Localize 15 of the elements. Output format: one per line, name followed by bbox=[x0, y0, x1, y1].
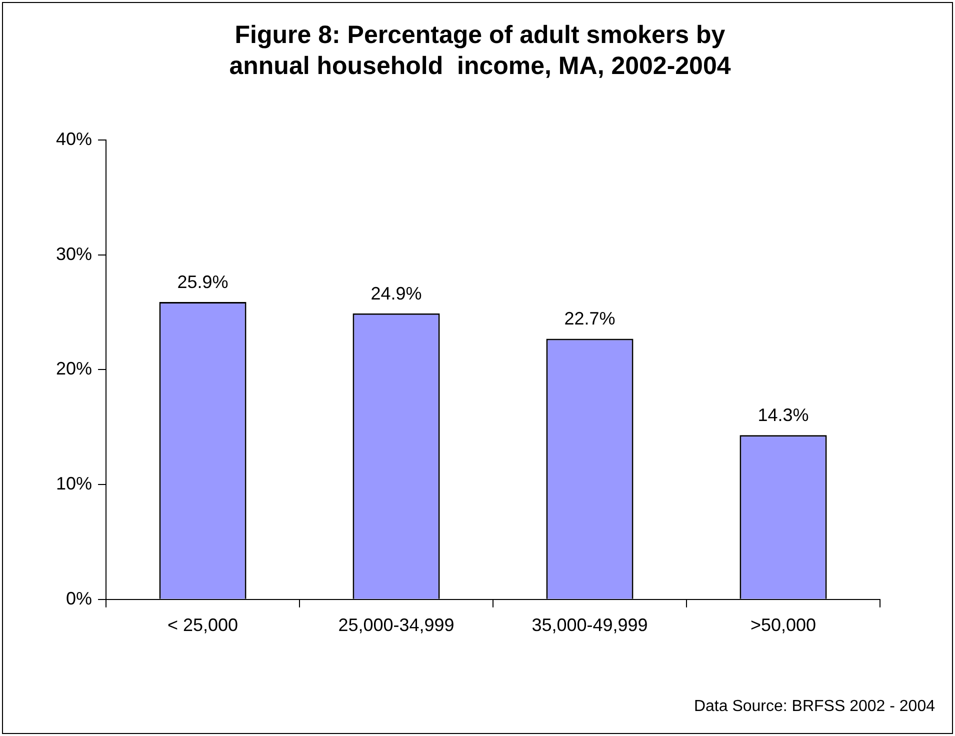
data-label: 14.3% bbox=[758, 405, 809, 426]
y-tick-label: 20% bbox=[56, 358, 92, 379]
y-tick-label: 0% bbox=[66, 588, 92, 608]
y-tick-label: 40% bbox=[56, 128, 92, 149]
data-label: 22.7% bbox=[564, 308, 616, 329]
y-tick-label: 10% bbox=[56, 474, 92, 494]
data-label: 25.9% bbox=[177, 272, 228, 292]
x-tick-label: 35,000-49,999 bbox=[532, 615, 648, 636]
x-tick-label: 25,000-34,999 bbox=[338, 615, 454, 636]
x-tick-label: >50,000 bbox=[750, 615, 816, 636]
y-tick-label: 30% bbox=[56, 244, 92, 264]
x-tick-label: < 25,000 bbox=[167, 615, 238, 636]
chart-title: Figure 8: Percentage of adult smokers by annual household income, MA, 2002-2004 bbox=[228, 20, 732, 82]
data-label: 24.9% bbox=[370, 283, 422, 304]
source-note: Data Source: BRFSS 2002 - 2004 bbox=[694, 698, 935, 716]
